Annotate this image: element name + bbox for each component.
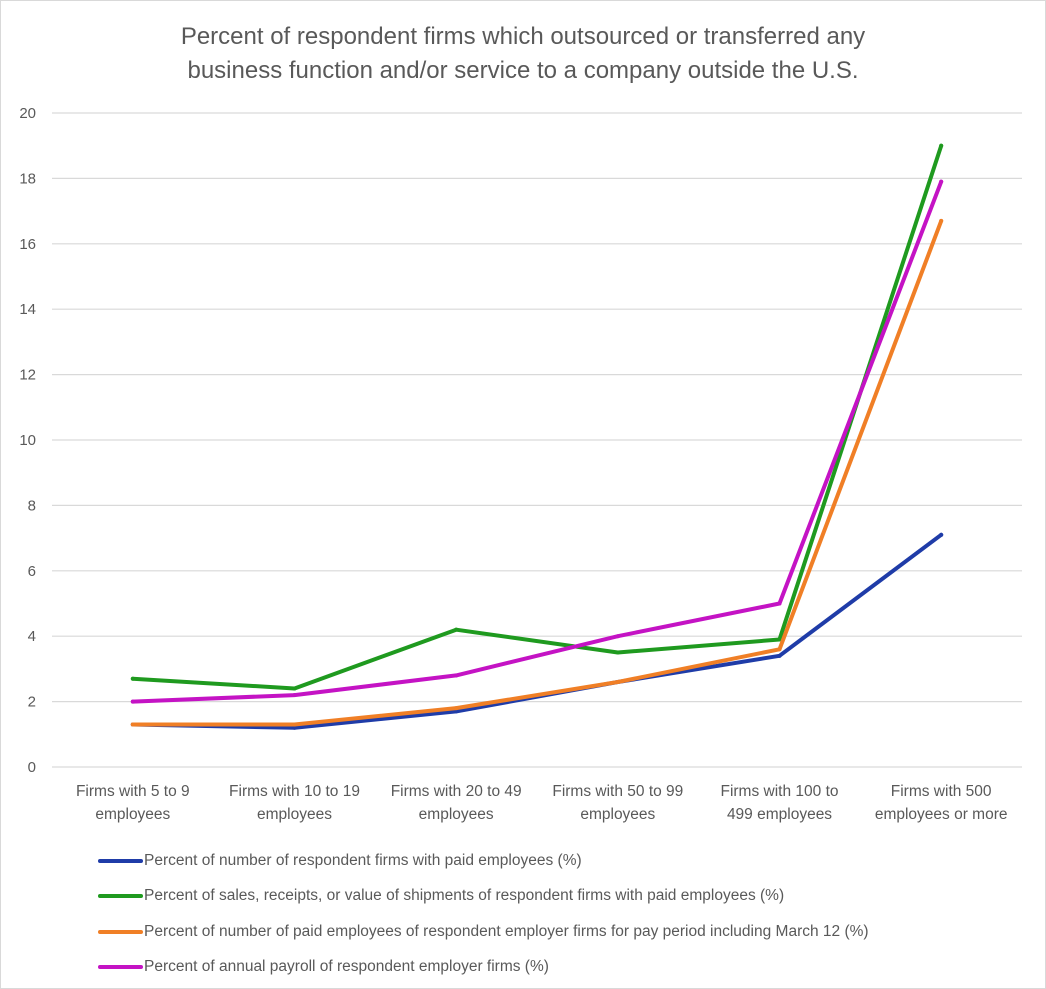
series-4-point: [777, 601, 782, 606]
series-3-point: [292, 722, 297, 727]
x-category-label: Firms with 500 employees or more: [875, 783, 1008, 823]
legend-item-1: Percent of number of respondent firms wi…: [98, 843, 869, 879]
legend-label: Percent of annual payroll of respondent …: [144, 958, 549, 976]
y-tick-label: 0: [28, 759, 36, 776]
series-4-point: [939, 179, 944, 184]
chart-title-line-1: Percent of respondent firms which outsou…: [180, 23, 866, 50]
y-tick-label: 12: [19, 367, 36, 384]
legend-item-3: Percent of number of paid employees of r…: [98, 914, 869, 950]
series-1-point: [777, 653, 782, 658]
y-tick-label: 2: [28, 694, 36, 711]
series-2-point: [292, 686, 297, 691]
series-4-point: [615, 634, 620, 639]
series-line-3: [130, 218, 944, 727]
chart-title: Percent of respondent firms which outsou…: [0, 20, 1046, 88]
series-2-point: [454, 627, 459, 632]
legend-label: Percent of number of respondent firms wi…: [144, 851, 582, 869]
legend-label: Percent of number of paid employees of r…: [144, 922, 869, 940]
series-1-point: [292, 725, 297, 730]
y-tick-label: 4: [28, 628, 36, 645]
x-category-line: Firms with 500: [891, 783, 992, 800]
x-category-line: Firms with 5 to 9: [76, 783, 190, 800]
y-tick-label: 18: [19, 170, 36, 187]
series-lines: [130, 143, 944, 730]
x-category-line: Firms with 50 to 99: [552, 783, 683, 800]
series-2-point: [777, 637, 782, 642]
x-category-label: Firms with 100 to 499 employees: [720, 783, 838, 823]
y-tick-label: 20: [19, 105, 36, 122]
series-3-point: [454, 706, 459, 711]
x-category-line: Firms with 100 to: [720, 783, 838, 800]
x-category-line: Firms with 10 to 19: [229, 783, 360, 800]
series-2-point: [615, 650, 620, 655]
legend-swatch: [98, 929, 143, 934]
series-4-point: [130, 699, 135, 704]
x-category-line: employees: [580, 806, 655, 823]
series-3-point: [615, 679, 620, 684]
series-line-2: [130, 143, 944, 691]
legend: Percent of number of respondent firms wi…: [98, 843, 869, 985]
series-1-point: [939, 532, 944, 537]
series-2-point: [130, 676, 135, 681]
series-4-point: [454, 673, 459, 678]
series-4-point: [292, 693, 297, 698]
x-category-label: Firms with 50 to 99 employees: [552, 783, 683, 823]
x-category-label: Firms with 5 to 9 employees: [76, 783, 190, 823]
x-category-line: employees or more: [875, 806, 1008, 823]
x-category-label: Firms with 20 to 49 employees: [391, 783, 522, 823]
grid-lines: [52, 112, 1022, 768]
y-tick-label: 8: [28, 497, 36, 514]
series-3-point: [939, 218, 944, 223]
y-axis-ticks: 0 2 4 6 8 10 12 14 16 18 20: [19, 105, 36, 776]
y-tick-label: 10: [19, 432, 36, 449]
legend-swatch: [98, 858, 143, 863]
legend-label: Percent of sales, receipts, or value of …: [144, 887, 785, 905]
legend-swatch: [98, 894, 143, 899]
x-category-line: employees: [419, 806, 494, 823]
legend-item-2: Percent of sales, receipts, or value of …: [98, 879, 869, 915]
x-category-line: employees: [95, 806, 170, 823]
y-tick-label: 14: [19, 301, 36, 318]
x-category-line: Firms with 20 to 49: [391, 783, 522, 800]
x-category-label: Firms with 10 to 19 employees: [229, 783, 360, 823]
series-3-point: [777, 647, 782, 652]
chart-plot: 0 2 4 6 8 10 12 14 16 18 20 Firms with 5 to 9 emplo…: [19, 105, 1022, 823]
chart-title-line-2: business function and/or service to a co…: [187, 57, 859, 84]
y-tick-label: 16: [19, 236, 36, 253]
series-line-4: [130, 179, 944, 704]
series-2-point: [939, 143, 944, 148]
legend-swatch: [98, 965, 143, 970]
series-1-point: [454, 709, 459, 714]
series-line-1: [130, 532, 944, 730]
series-3-point: [130, 722, 135, 727]
y-tick-label: 6: [28, 563, 36, 580]
legend-item-4: Percent of annual payroll of respondent …: [98, 950, 869, 986]
x-category-line: employees: [257, 806, 332, 823]
x-category-line: 499 employees: [727, 806, 832, 823]
